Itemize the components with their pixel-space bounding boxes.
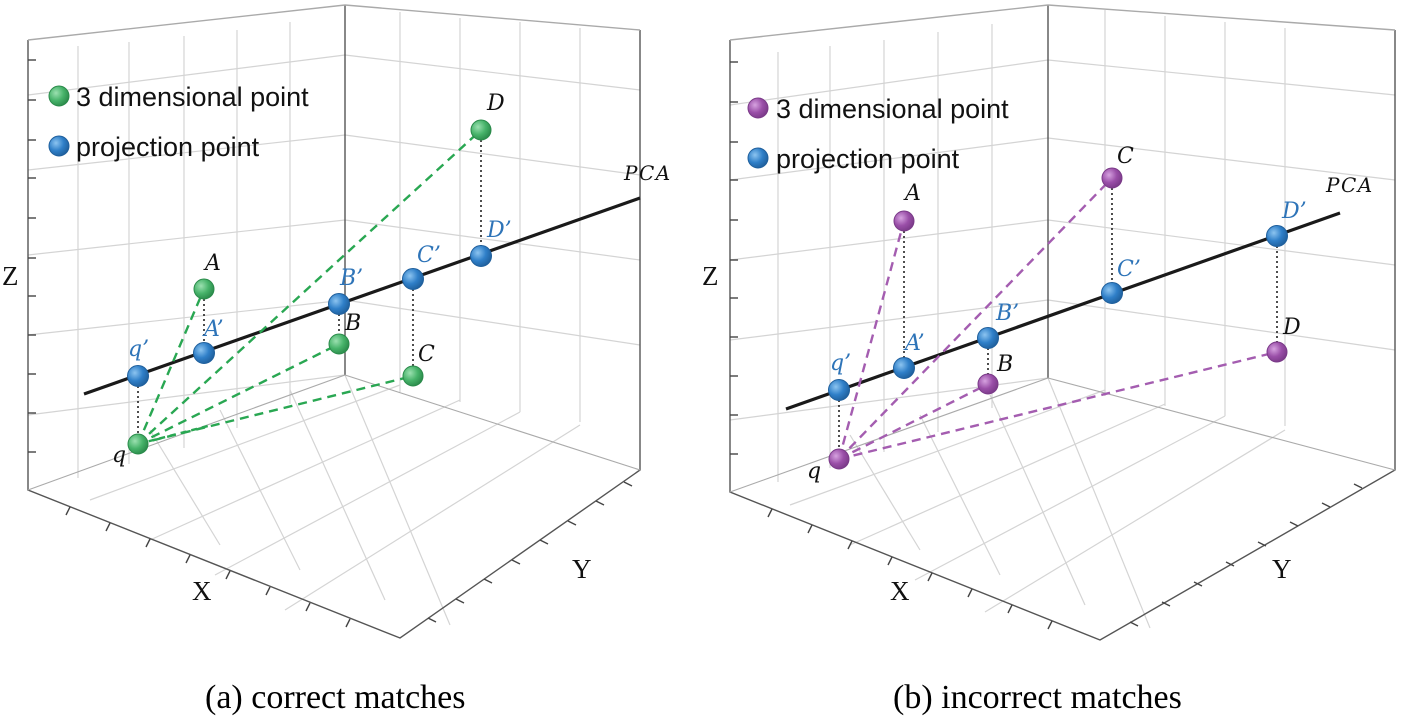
point-b-prime <box>977 327 999 349</box>
legend-3d-point-label: 3 dimensional point <box>76 82 309 112</box>
point-c <box>1101 167 1123 189</box>
panel-b-grid <box>729 10 1396 629</box>
panel-a-legend: 3 dimensional point projection point <box>48 82 309 162</box>
label-d-prime: D’ <box>1281 199 1307 224</box>
panel-b-x-ticks <box>767 508 1053 630</box>
label-a-prime: A’ <box>202 317 224 342</box>
point-b <box>977 373 999 395</box>
panel-b-projection-lines <box>838 178 1278 459</box>
panel-b-caption: (b) incorrect matches <box>893 679 1182 716</box>
point-c-prime <box>1101 282 1123 304</box>
label-q: q <box>112 443 126 468</box>
legend-3d-point-marker <box>48 85 70 107</box>
label-c: C <box>418 342 435 367</box>
label-b-prime: B’ <box>995 301 1019 326</box>
legend-3d-point-label: 3 dimensional point <box>776 94 1009 124</box>
point-q <box>828 448 850 470</box>
panel-b-frame <box>729 4 1396 641</box>
point-b <box>328 333 350 355</box>
label-b: B <box>344 311 361 336</box>
panel-a-grid <box>27 12 641 626</box>
panel-b-projection-points <box>828 225 1288 401</box>
label-d: D <box>486 91 505 116</box>
point-a-prime <box>893 357 915 379</box>
point-d-prime <box>1266 225 1288 247</box>
point-a <box>893 210 915 232</box>
panel-a-y-ticks <box>427 481 633 623</box>
label-d-prime: D’ <box>486 218 512 243</box>
panel-a-axis-x-label: X <box>192 576 212 606</box>
panel-b-legend: 3 dimensional point projection point <box>747 94 1009 174</box>
panel-a: Z X Y 3 dimensional point projection poi… <box>2 4 672 716</box>
legend-projection-point-label: projection point <box>76 132 260 162</box>
panel-a-pca-line <box>83 196 641 396</box>
legend-projection-point-marker <box>747 147 769 169</box>
panel-a-pca-label: PCA <box>623 161 672 185</box>
point-b-prime <box>328 293 350 315</box>
panel-a-x-ticks <box>65 506 351 628</box>
point-d <box>1266 341 1288 363</box>
panel-b-z-ticks <box>730 61 738 455</box>
point-d <box>470 119 492 141</box>
panel-b-point-labels: q’ A’ B’ C’ D’ q A B C D <box>807 144 1307 484</box>
label-q-prime: q’ <box>830 351 851 376</box>
label-a: A <box>903 181 921 206</box>
label-a: A <box>203 251 221 276</box>
point-c <box>402 365 424 387</box>
point-q-prime <box>828 379 850 401</box>
panel-b-y-ticks <box>1129 483 1363 627</box>
panel-b-axis-z-label: Z <box>702 261 719 291</box>
panel-b-match-lines <box>837 177 1278 461</box>
point-d-prime <box>470 245 492 267</box>
label-c-prime: C’ <box>1117 257 1141 282</box>
legend-projection-point-marker <box>48 135 70 157</box>
panel-a-axis-y-label: Y <box>572 554 592 584</box>
point-q-prime <box>127 365 149 387</box>
panel-a-caption: (a) correct matches <box>205 679 466 716</box>
point-c-prime <box>402 268 424 290</box>
panel-a-match-lines <box>136 129 482 446</box>
panel-a-axis-z-label: Z <box>2 261 19 291</box>
point-a-prime <box>193 342 215 364</box>
panel-b-pca-label: PCA <box>1325 173 1374 197</box>
panel-b-3d-points <box>828 167 1288 470</box>
label-b: B <box>996 352 1013 377</box>
legend-3d-point-marker <box>747 97 769 119</box>
panel-a-point-labels: q’ A’ B’ C’ D’ q A B C D <box>112 91 512 468</box>
label-d: D <box>1282 315 1301 340</box>
panel-b-axis-x-label: X <box>890 576 910 606</box>
point-q <box>127 433 149 455</box>
label-b-prime: B’ <box>339 266 363 291</box>
panel-b-pca-line <box>785 211 1341 411</box>
label-c: C <box>1117 144 1134 169</box>
point-a <box>193 278 215 300</box>
label-q: q <box>807 459 821 484</box>
panel-a-z-ticks <box>28 59 36 453</box>
label-q-prime: q’ <box>128 337 149 362</box>
panel-b: Z X Y 3 dimensional point projection poi… <box>702 4 1396 716</box>
label-c-prime: C’ <box>417 243 441 268</box>
panel-a-projection-points <box>127 245 492 387</box>
legend-projection-point-label: projection point <box>776 144 960 174</box>
panel-a-3d-points <box>127 119 492 455</box>
panel-b-axis-y-label: Y <box>1272 554 1292 584</box>
label-a-prime: A’ <box>903 331 925 356</box>
